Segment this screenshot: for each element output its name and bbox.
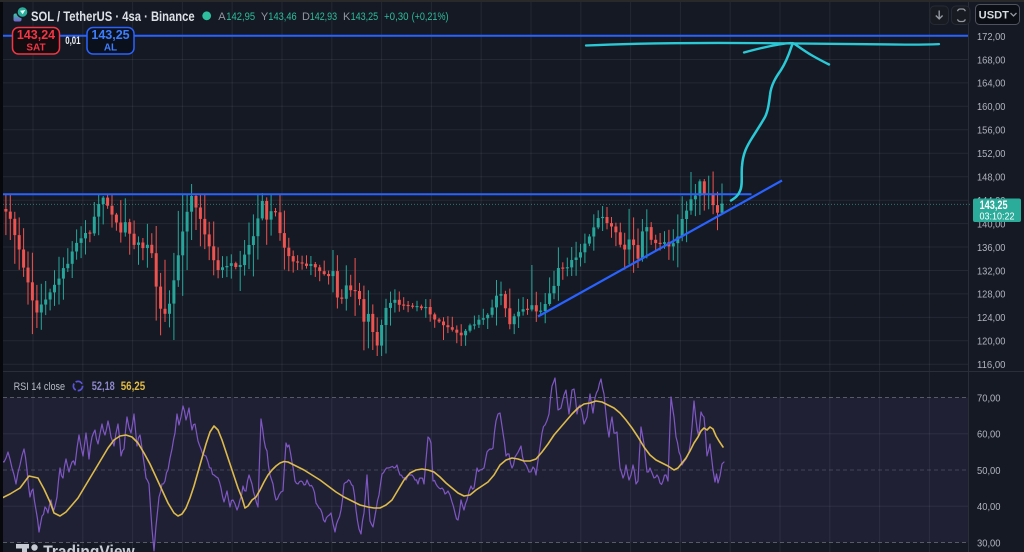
- svg-text:USDT: USDT: [979, 10, 1010, 22]
- svg-text:52,18: 52,18: [92, 381, 115, 393]
- svg-text:136,00: 136,00: [977, 242, 1006, 254]
- svg-text:116,00: 116,00: [977, 359, 1006, 371]
- svg-text:40,00: 40,00: [977, 501, 1001, 513]
- svg-text:56,25: 56,25: [121, 381, 146, 393]
- svg-text:A: A: [218, 11, 226, 23]
- svg-text:03:10:22: 03:10:22: [980, 210, 1015, 222]
- svg-text:120,00: 120,00: [977, 336, 1006, 348]
- svg-text:143,25: 143,25: [980, 200, 1008, 212]
- svg-text:K: K: [343, 11, 351, 23]
- svg-text:+0,30: +0,30: [384, 11, 409, 23]
- svg-text:143,25: 143,25: [91, 28, 129, 42]
- svg-text:152,00: 152,00: [977, 148, 1006, 160]
- svg-text:AL: AL: [104, 43, 117, 54]
- svg-text:143,24: 143,24: [17, 28, 55, 42]
- svg-text:0,01: 0,01: [65, 35, 80, 47]
- svg-text:D: D: [302, 11, 310, 23]
- svg-text:172,00: 172,00: [977, 31, 1006, 43]
- svg-text:(+0,21%): (+0,21%): [412, 11, 449, 23]
- svg-text:SAT: SAT: [26, 43, 45, 54]
- svg-text:164,00: 164,00: [977, 78, 1006, 90]
- svg-text:143,46: 143,46: [268, 11, 296, 23]
- svg-text:RSI 14 close: RSI 14 close: [14, 381, 66, 393]
- svg-text:Y: Y: [261, 11, 269, 23]
- svg-text:70,00: 70,00: [977, 392, 1001, 404]
- svg-text:128,00: 128,00: [977, 289, 1006, 301]
- svg-text:132,00: 132,00: [977, 265, 1006, 277]
- svg-text:50,00: 50,00: [977, 465, 1001, 477]
- svg-text:168,00: 168,00: [977, 54, 1006, 66]
- svg-text:142,95: 142,95: [226, 11, 255, 23]
- svg-text:160,00: 160,00: [977, 101, 1006, 113]
- svg-text:SOL / TetherUS · 4sa · Binance: SOL / TetherUS · 4sa · Binance: [31, 9, 195, 24]
- svg-text:TradingView: TradingView: [43, 542, 135, 552]
- svg-text:148,00: 148,00: [977, 172, 1006, 184]
- svg-text:60,00: 60,00: [977, 429, 1001, 441]
- svg-text:156,00: 156,00: [977, 125, 1006, 137]
- svg-text:30,00: 30,00: [977, 537, 1001, 549]
- svg-text:142,93: 142,93: [310, 11, 337, 23]
- svg-text:124,00: 124,00: [977, 312, 1006, 324]
- svg-text:143,25: 143,25: [351, 11, 379, 23]
